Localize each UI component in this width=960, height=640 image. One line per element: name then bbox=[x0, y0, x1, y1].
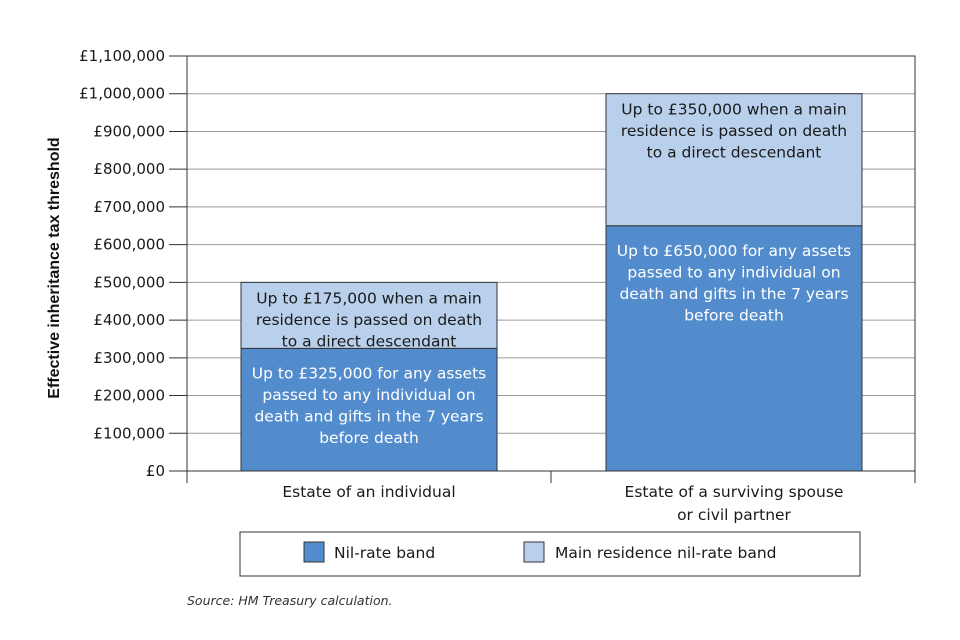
bars: Up to £325,000 for any assets passed to a… bbox=[240, 93, 863, 472]
y-axis-ticks: £0 £100,000 £200,000 £300,000 £400,000 £500,0… bbox=[79, 47, 187, 480]
legend-swatch bbox=[303, 541, 325, 563]
y-tick-label: £1,000,000 bbox=[79, 85, 165, 103]
y-tick-label: £900,000 bbox=[93, 122, 165, 140]
bar-annotation-line: to a direct descendant bbox=[647, 144, 822, 162]
y-tick-label: £700,000 bbox=[93, 198, 165, 216]
legend-box bbox=[239, 531, 861, 577]
bar-annotation-line: residence is passed on death bbox=[621, 122, 847, 140]
bar-segment bbox=[240, 281, 498, 349]
bar-segment bbox=[605, 93, 863, 227]
y-tick-label: £0 bbox=[146, 462, 165, 480]
legend-label: Main residence nil-rate band bbox=[555, 544, 777, 562]
legend: Nil-rate band Main residence nil-rate ban… bbox=[239, 531, 861, 577]
bar-annotation-line: death and gifts in the 7 years bbox=[254, 407, 483, 425]
x-axis-categories: Estate of an individual Estate of a survi… bbox=[186, 471, 916, 524]
bar-annotation-line: Up to £175,000 when a main bbox=[256, 289, 481, 307]
x-category-label: or civil partner bbox=[677, 506, 791, 524]
y-tick-label: £100,000 bbox=[93, 424, 165, 442]
bar-segment bbox=[240, 347, 498, 472]
legend-label: Nil-rate band bbox=[334, 544, 435, 562]
y-tick-label: £1,100,000 bbox=[79, 47, 165, 65]
y-axis-label: Effective inheritance tax threshold bbox=[46, 137, 63, 398]
bar-annotation-line: before death bbox=[319, 429, 419, 447]
bar-annotation-line: Up to £650,000 for any assets bbox=[617, 242, 851, 260]
y-tick-label: £400,000 bbox=[93, 311, 165, 329]
y-tick-label: £800,000 bbox=[93, 160, 165, 178]
bar-annotation-line: Up to £350,000 when a main bbox=[621, 101, 846, 119]
bar-annotation-line: before death bbox=[684, 306, 784, 324]
y-tick-label: £300,000 bbox=[93, 349, 165, 367]
y-tick-label: £500,000 bbox=[93, 273, 165, 291]
bar-annotation-line: Up to £325,000 for any assets bbox=[252, 364, 486, 382]
bar-segment bbox=[605, 225, 863, 472]
bar-annotation-line: death and gifts in the 7 years bbox=[619, 285, 848, 303]
x-category-label: Estate of a surviving spouse bbox=[625, 483, 844, 501]
bar-annotation-line: passed to any individual on bbox=[262, 386, 475, 404]
source-note: Source: HM Treasury calculation. bbox=[187, 593, 393, 608]
bar-annotation-line: residence is passed on death bbox=[256, 311, 482, 329]
bar-annotation-line: passed to any individual on bbox=[627, 263, 840, 281]
y-tick-label: £200,000 bbox=[93, 387, 165, 405]
x-category-label: Estate of an individual bbox=[282, 483, 455, 501]
y-tick-label: £600,000 bbox=[93, 236, 165, 254]
legend-swatch bbox=[523, 541, 545, 563]
bar-annotation-line: to a direct descendant bbox=[282, 332, 457, 350]
